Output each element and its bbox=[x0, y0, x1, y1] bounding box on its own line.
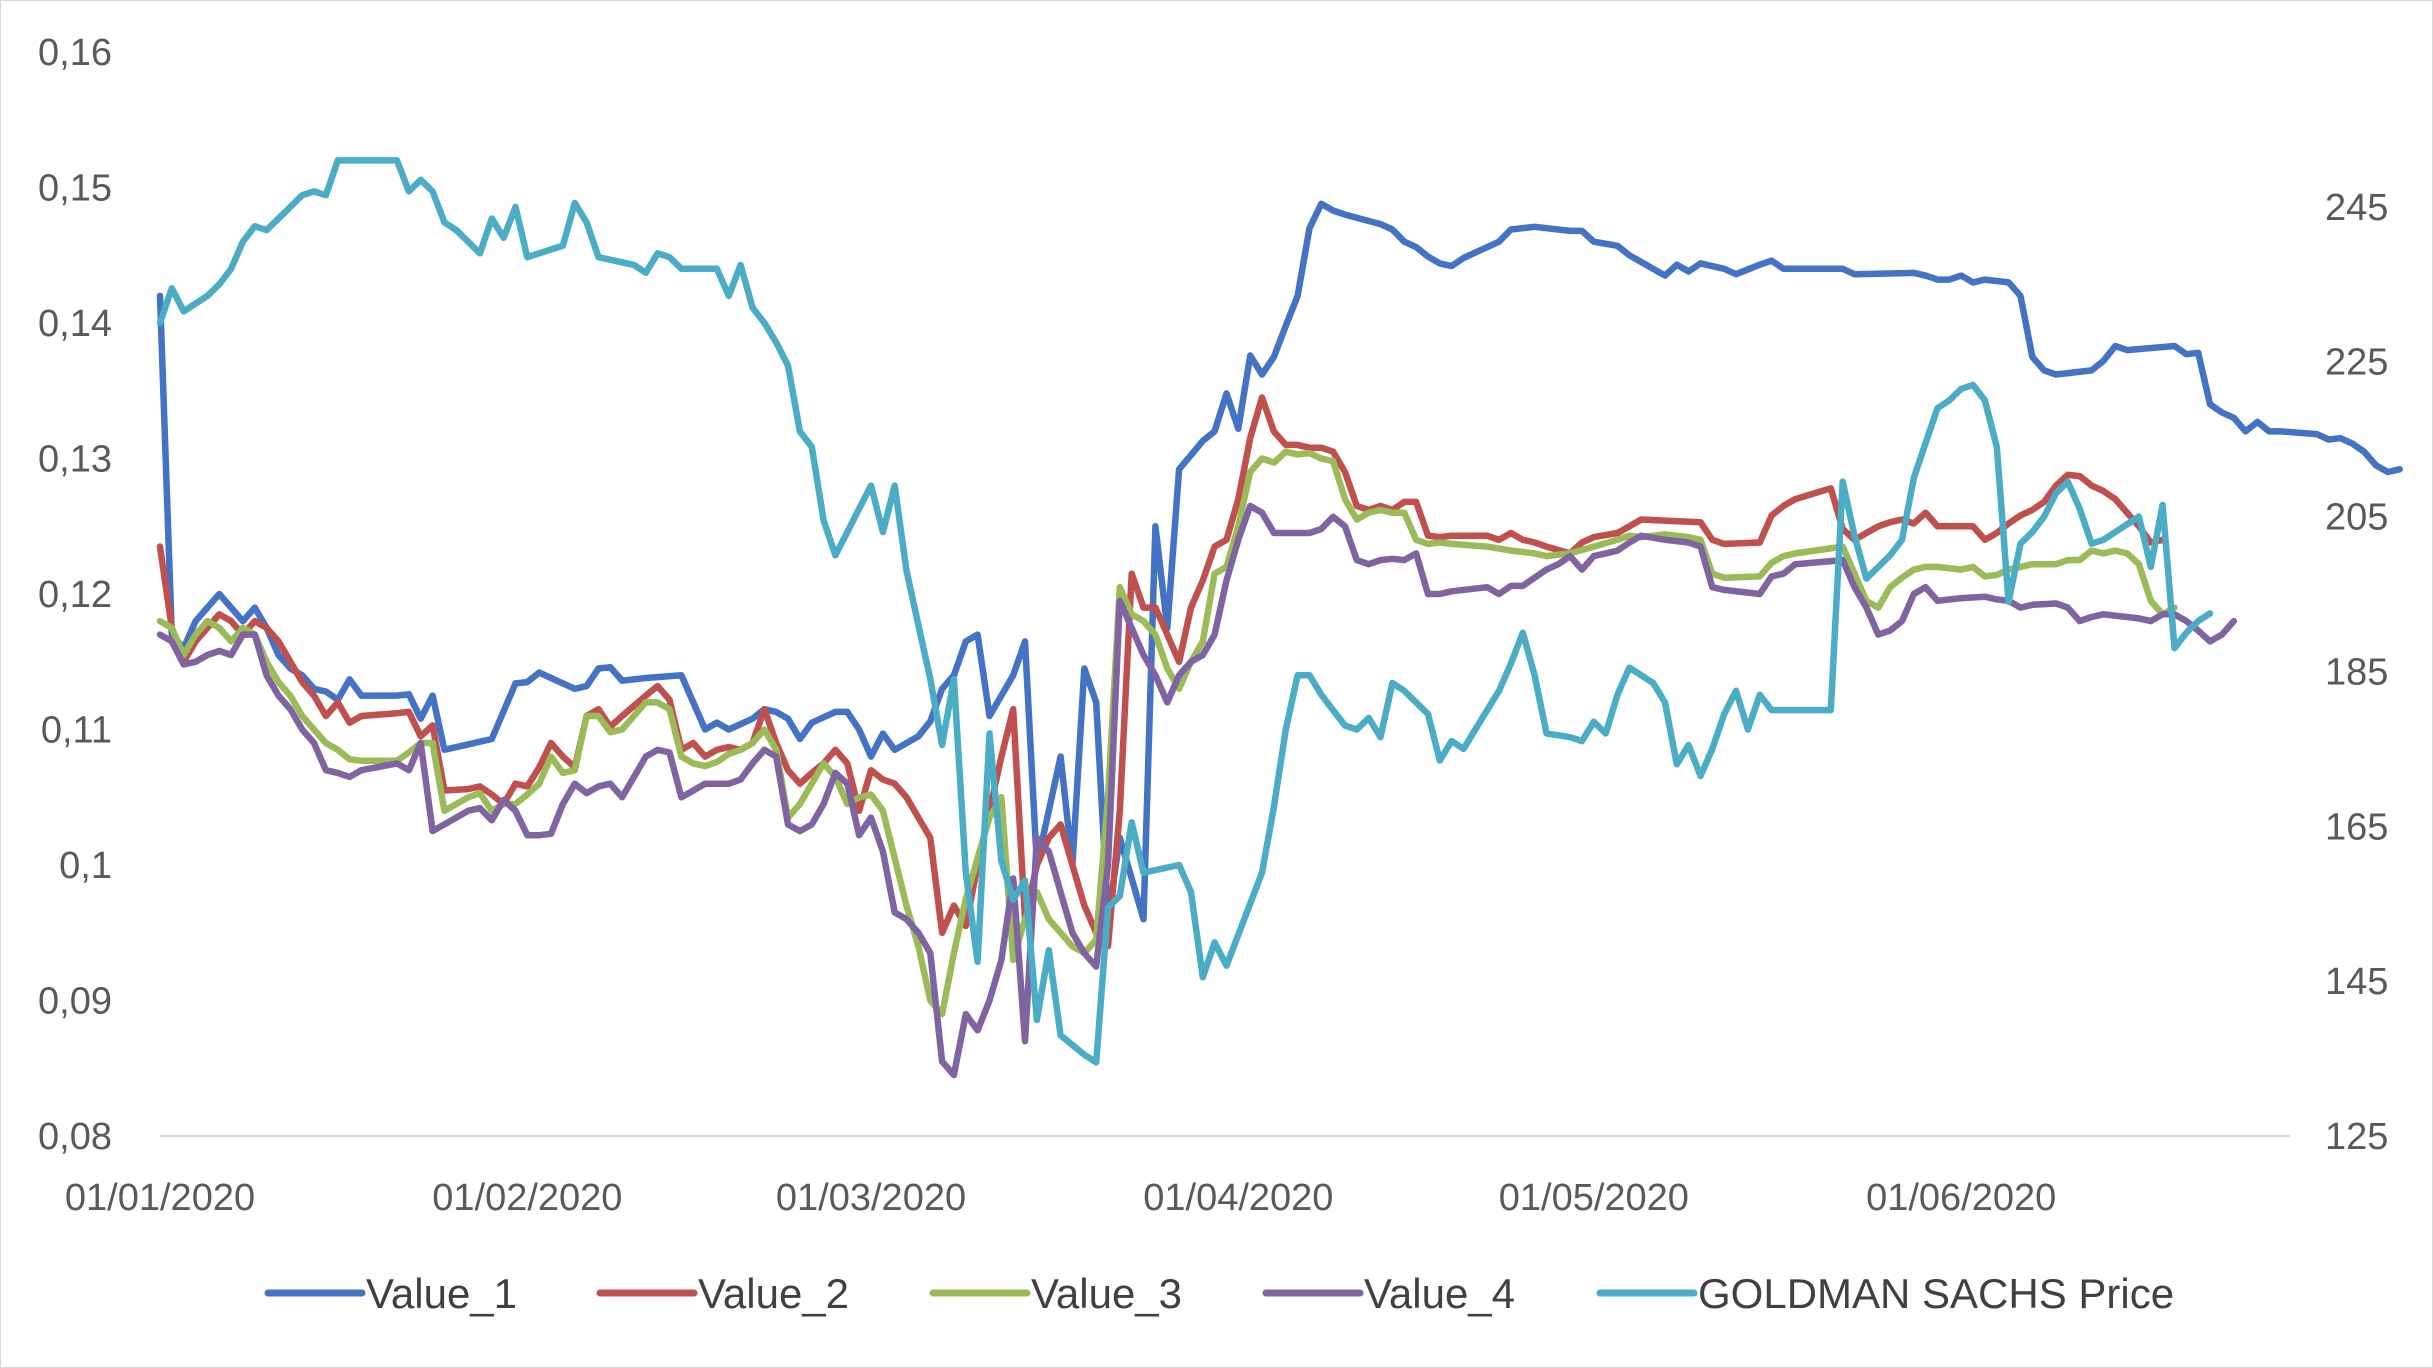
x-tick-label: 01/02/2020 bbox=[432, 1177, 622, 1219]
legend: Value_1 Value_2 Value_3 Value_4 GOLDMAN SACH… bbox=[264, 1270, 2174, 1317]
y-right-tick-label: 245 bbox=[2325, 187, 2388, 229]
y-left-tick-label: 0,11 bbox=[41, 710, 112, 752]
y-left-tick-label: 0,16 bbox=[38, 32, 112, 74]
legend-label-value-1: Value_1 bbox=[366, 1270, 517, 1317]
series-line-value-4 bbox=[156, 502, 2238, 1079]
legend-label-value-4: Value_4 bbox=[1364, 1270, 1515, 1317]
series-line-value-1 bbox=[156, 200, 2403, 923]
x-tick-label: 01/05/2020 bbox=[1499, 1177, 1689, 1219]
y-left-tick-label: 0,14 bbox=[38, 303, 112, 345]
series-layer bbox=[156, 157, 2403, 1079]
series-line-goldman-sachs-price bbox=[156, 157, 2214, 1066]
series-line-value-2 bbox=[156, 394, 2166, 950]
y-left-tick-label: 0,15 bbox=[38, 168, 112, 210]
y-right-tick-label: 165 bbox=[2325, 806, 2388, 848]
y-right-tick-label: 205 bbox=[2325, 497, 2388, 539]
series-line-value-3 bbox=[156, 448, 2178, 1018]
legend-label-value-3: Value_3 bbox=[1031, 1270, 1182, 1317]
x-tick-label: 01/03/2020 bbox=[776, 1177, 966, 1219]
y-left-tick-label: 0,13 bbox=[38, 439, 112, 481]
x-tick-label: 01/06/2020 bbox=[1866, 1177, 2056, 1219]
y-right-tick-label: 225 bbox=[2325, 342, 2388, 384]
y-right-axis: 125 145 165 185 205 225 245 bbox=[2325, 187, 2388, 1158]
x-tick-label: 01/01/2020 bbox=[65, 1177, 255, 1219]
x-axis: 01/01/2020 01/02/2020 01/03/2020 01/04/2020… bbox=[65, 1135, 2290, 1219]
y-right-tick-label: 125 bbox=[2325, 1116, 2388, 1158]
y-right-tick-label: 145 bbox=[2325, 961, 2388, 1003]
y-left-tick-label: 0,08 bbox=[38, 1116, 112, 1158]
x-tick-label: 01/04/2020 bbox=[1143, 1177, 1333, 1219]
y-left-axis: 0,08 0,09 0,1 0,11 0,12 0,13 0,14 0,15 0,16 bbox=[38, 32, 112, 1158]
legend-label-goldman-sachs-price: GOLDMAN SACHS Price bbox=[1698, 1270, 2174, 1317]
y-left-tick-label: 0,12 bbox=[38, 574, 112, 616]
y-left-tick-label: 0,09 bbox=[38, 981, 112, 1023]
legend-label-value-2: Value_2 bbox=[698, 1270, 849, 1317]
y-left-tick-label: 0,1 bbox=[59, 845, 112, 887]
y-right-tick-label: 185 bbox=[2325, 651, 2388, 693]
